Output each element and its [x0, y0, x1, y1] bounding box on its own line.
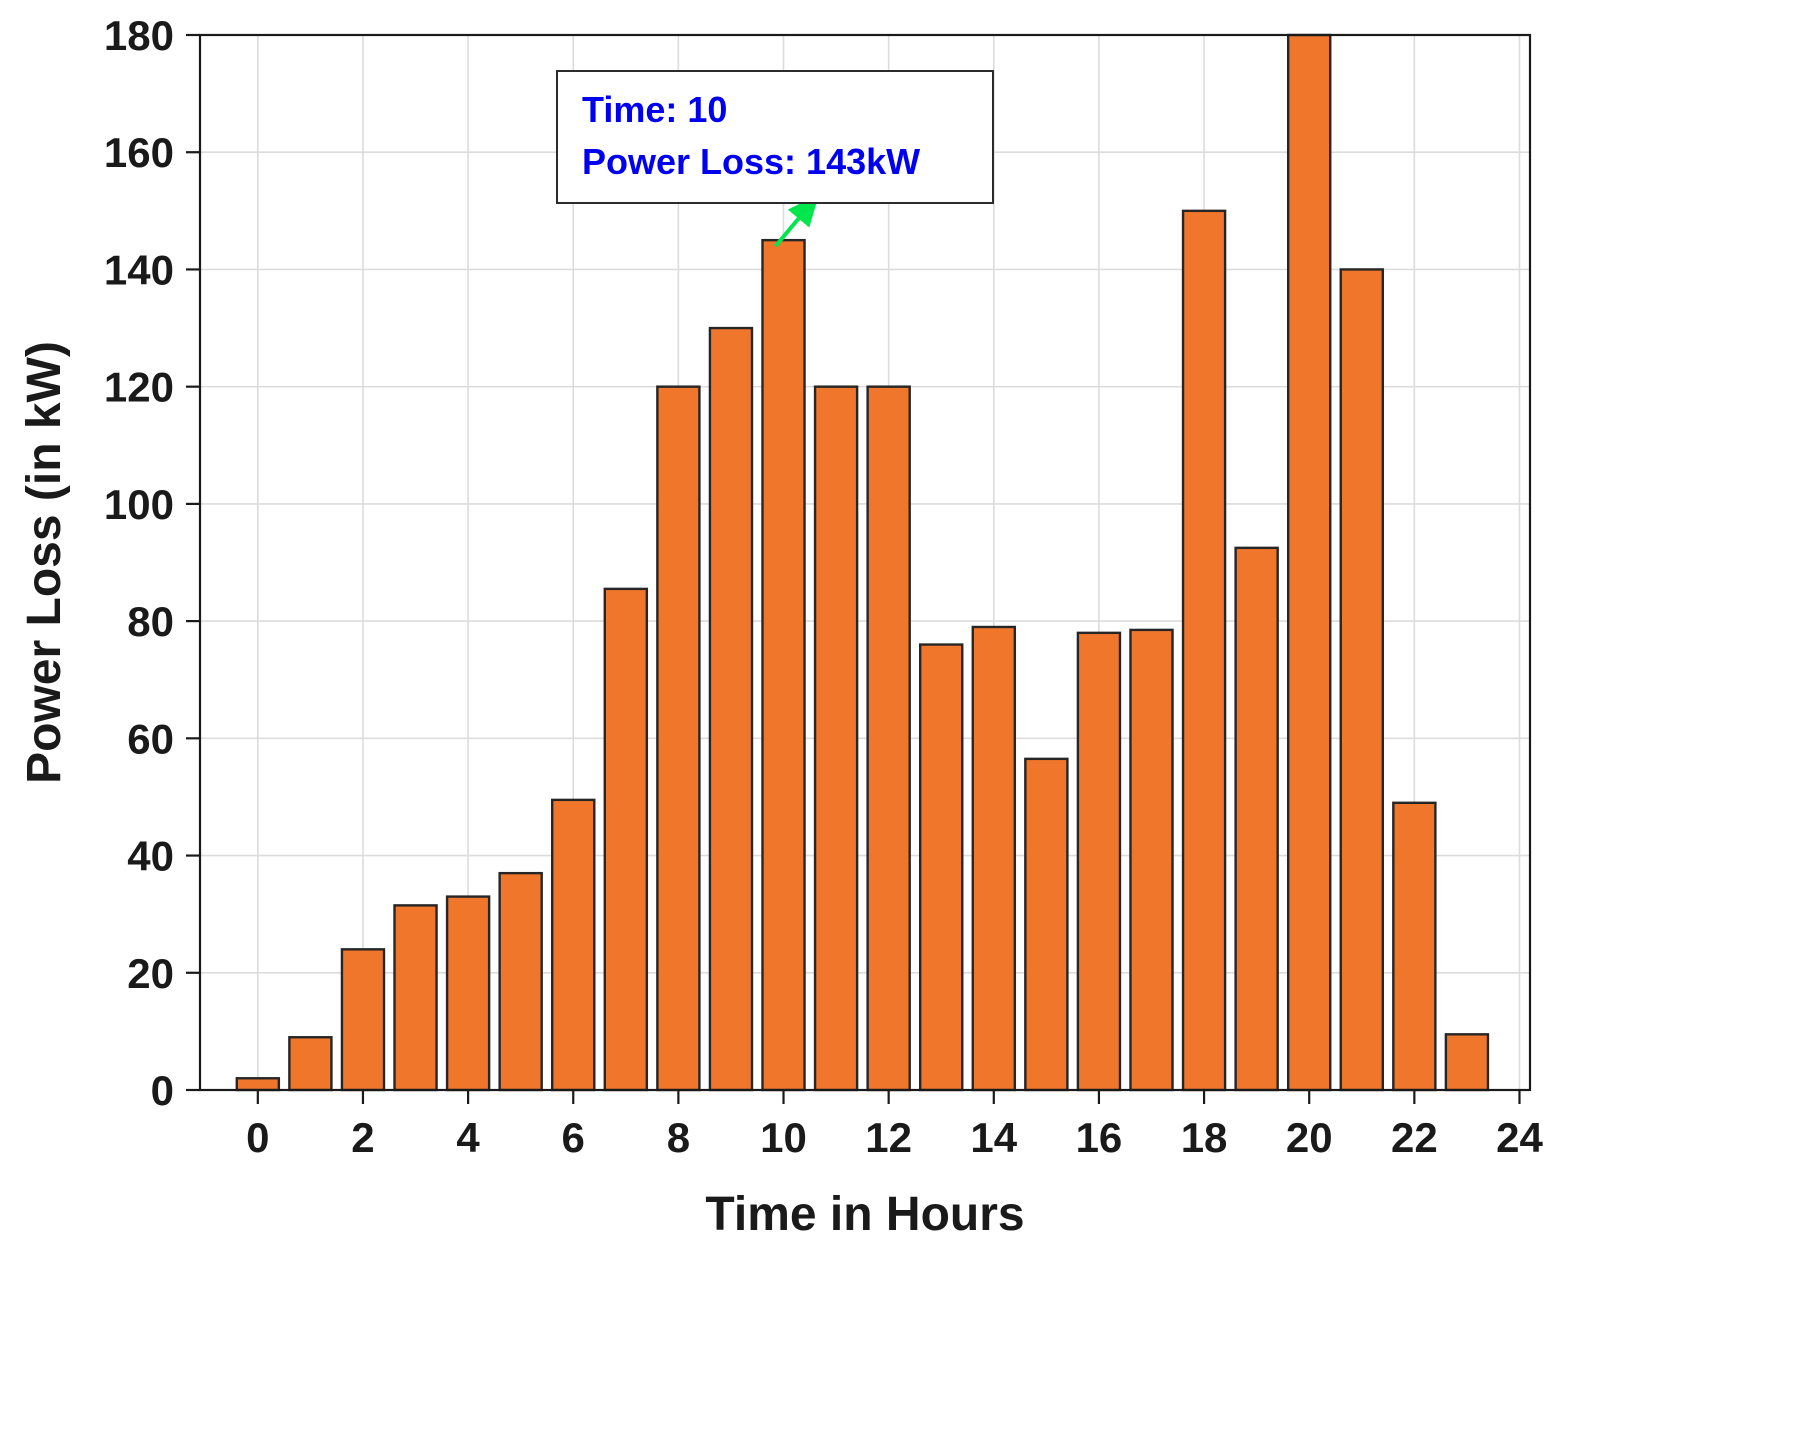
bar — [551, 798, 596, 1092]
bar — [708, 326, 754, 1092]
y-tick-label: 20 — [127, 950, 174, 997]
bar — [1024, 757, 1069, 1092]
x-tick-label: 12 — [865, 1114, 912, 1161]
y-tick-label: 100 — [104, 481, 174, 528]
y-tick-label: 0 — [151, 1067, 174, 1114]
bar — [1234, 546, 1279, 1092]
bar — [813, 385, 859, 1092]
x-axis-label: Time in Hours — [705, 1188, 1024, 1241]
bar — [1076, 631, 1122, 1092]
x-tick-label: 0 — [246, 1114, 269, 1161]
datatip-callout: Time: 10 Power Loss: 143kW — [556, 70, 994, 205]
y-tick-label: 140 — [104, 246, 174, 293]
x-tick-label: 8 — [667, 1114, 690, 1161]
x-tick-label: 22 — [1391, 1114, 1438, 1161]
x-tick-label: 24 — [1496, 1114, 1543, 1161]
y-tick-label: 80 — [127, 598, 174, 645]
bar — [1339, 268, 1385, 1092]
bar — [918, 643, 964, 1092]
y-tick-label: 120 — [104, 364, 174, 411]
bar — [235, 1077, 281, 1092]
bar — [603, 587, 649, 1092]
bar — [1392, 801, 1437, 1092]
y-tick-label: 60 — [127, 715, 174, 762]
x-tick-label: 14 — [970, 1114, 1017, 1161]
bar — [1129, 628, 1174, 1092]
bar — [866, 385, 911, 1092]
bar — [971, 625, 1017, 1092]
x-tick-label: 2 — [351, 1114, 374, 1161]
bar — [761, 238, 806, 1092]
x-tick-label: 4 — [456, 1114, 480, 1161]
y-axis-label: Power Loss (in kW) — [18, 341, 71, 784]
x-tick-label: 20 — [1286, 1114, 1333, 1161]
bar — [1444, 1033, 1490, 1092]
bar — [498, 871, 543, 1092]
axes-box — [198, 33, 1532, 1092]
y-tick-label: 40 — [127, 833, 174, 880]
datatip-time-text: Time: 10 — [582, 89, 728, 130]
y-tick-label: 180 — [104, 12, 174, 59]
bar — [288, 1036, 333, 1092]
bar — [340, 948, 386, 1092]
x-tick-label: 6 — [562, 1114, 585, 1161]
x-tick-label: 18 — [1181, 1114, 1228, 1161]
bar — [1181, 209, 1227, 1092]
x-tick-label: 10 — [760, 1114, 807, 1161]
annotation-arrow — [773, 194, 820, 248]
bar — [1286, 33, 1332, 1092]
y-tick-label: 160 — [104, 129, 174, 176]
datatip-powerloss-text: Power Loss: 143kW — [582, 141, 921, 183]
x-tick-label: 16 — [1076, 1114, 1123, 1161]
bar — [393, 904, 438, 1092]
bar — [445, 895, 491, 1092]
bar — [656, 385, 701, 1092]
